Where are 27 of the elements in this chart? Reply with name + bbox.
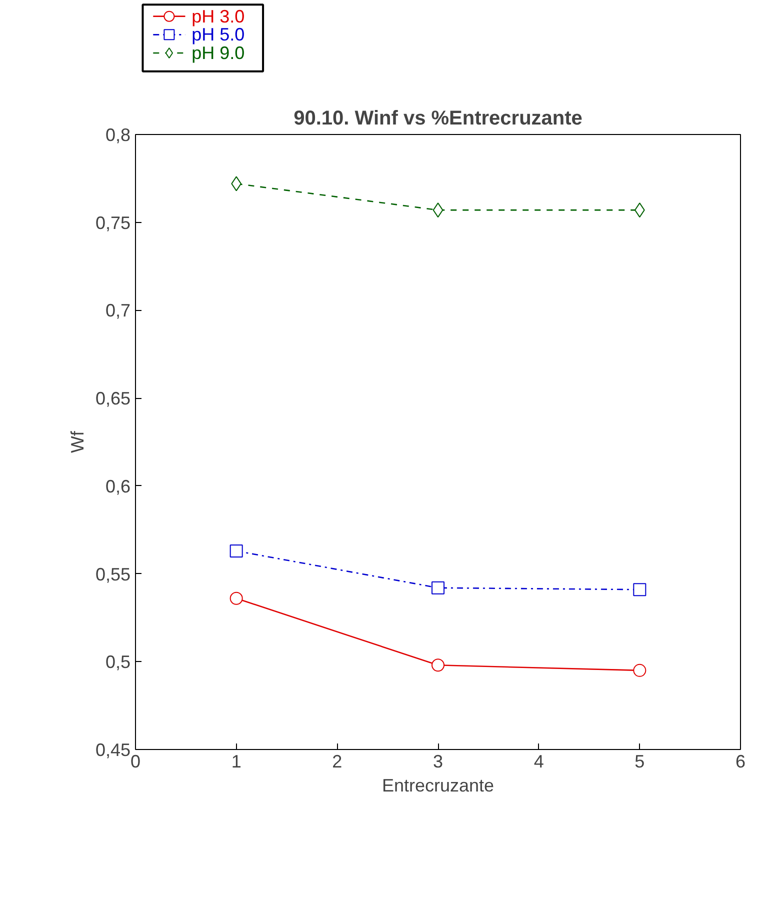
y-axis-title: Wf	[67, 430, 88, 453]
x-tick-label: 3	[432, 752, 444, 772]
legend-label: pH 9.0	[192, 43, 245, 63]
x-tick-label: 6	[735, 752, 746, 772]
y-tick-label: 0,45	[95, 740, 131, 760]
y-tick-label: 0,5	[105, 652, 131, 672]
y-tick-label: 0,7	[105, 300, 131, 321]
point	[230, 544, 243, 558]
legend-label: pH 3.0	[192, 6, 245, 26]
point	[230, 592, 243, 605]
y-tick-label: 0,8	[105, 125, 131, 145]
point	[432, 202, 444, 218]
x-tick-label: 5	[634, 752, 645, 772]
point	[432, 581, 444, 594]
point	[432, 658, 444, 672]
x-tick-label: 4	[534, 752, 544, 772]
y-tick-label: 0,65	[95, 388, 131, 409]
y-tick-label: 0,75	[95, 212, 131, 233]
x-tick-label: 2	[332, 752, 342, 772]
x-axis-title: Entrecruzante	[382, 776, 494, 796]
point	[633, 664, 646, 677]
x-tick-label: 0	[130, 752, 141, 772]
y-tick-label: 0,55	[95, 564, 131, 584]
x-tick-label: 1	[231, 752, 242, 772]
chart-title: 90.10. Winf vs %Entrecruzante	[294, 108, 582, 130]
point	[633, 583, 646, 596]
y-tick-label: 0,6	[105, 476, 131, 496]
